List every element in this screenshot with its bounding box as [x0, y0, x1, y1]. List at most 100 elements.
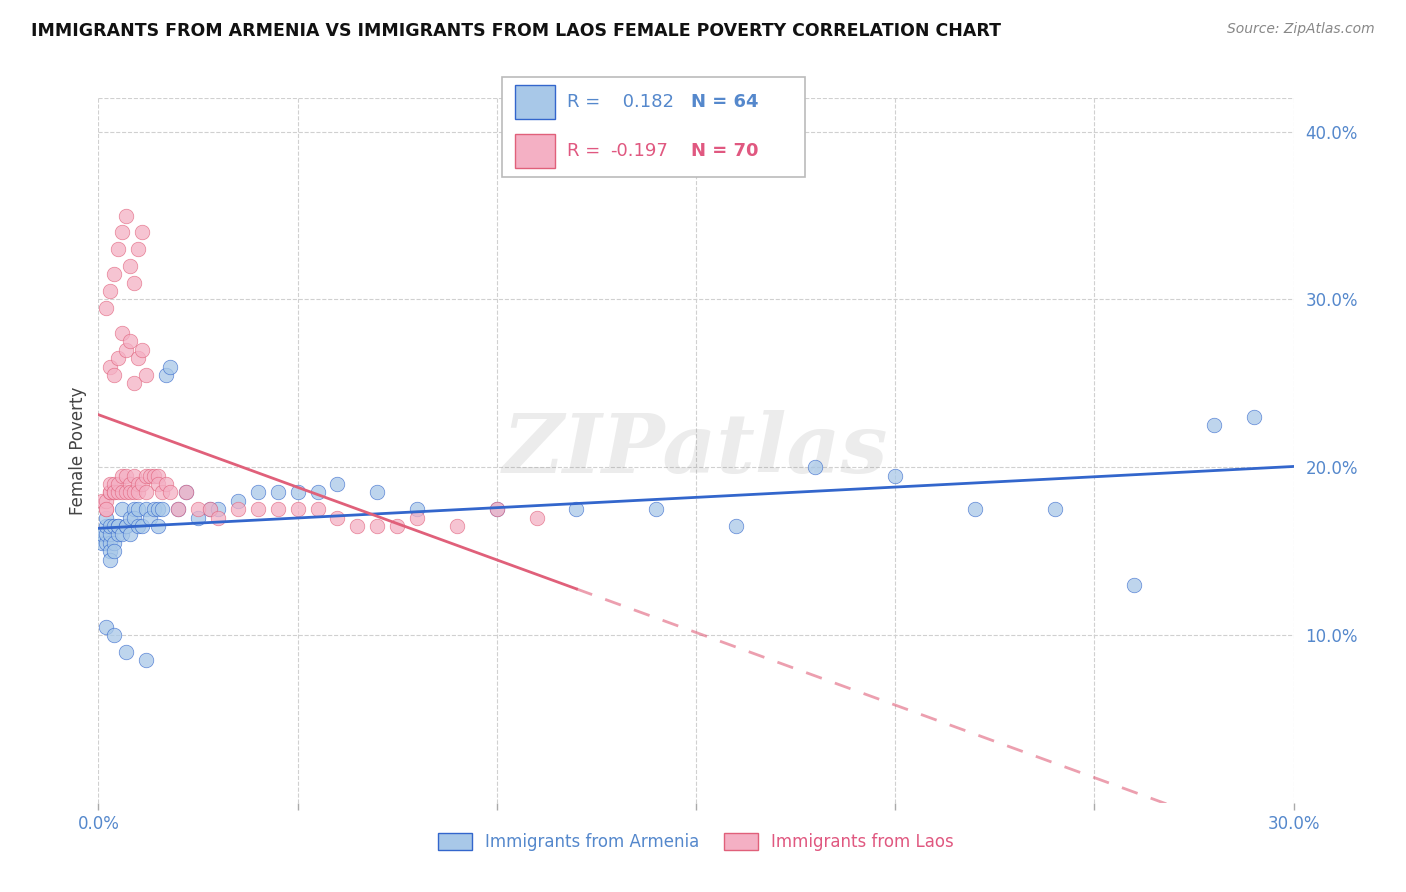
Point: [135, 485, 157, 500]
Point: [96, 527, 118, 541]
Point: [135, 368, 157, 382]
Point: [111, 502, 134, 516]
Point: [135, 653, 157, 667]
Point: [159, 485, 181, 500]
Point: [98, 552, 122, 566]
Point: [124, 376, 146, 391]
Point: [111, 326, 134, 340]
Legend: Immigrants from Armenia, Immigrants from Laos: Immigrants from Armenia, Immigrants from…: [432, 826, 960, 858]
Point: [804, 460, 827, 475]
Point: [120, 510, 142, 524]
Point: [326, 510, 349, 524]
Point: [96, 519, 118, 533]
Point: [406, 510, 429, 524]
Point: [167, 502, 190, 516]
Point: [150, 502, 173, 516]
Point: [406, 502, 429, 516]
Point: [103, 519, 125, 533]
Point: [207, 502, 229, 516]
Point: [98, 477, 122, 491]
Point: [127, 242, 149, 256]
Point: [143, 468, 166, 483]
Point: [150, 485, 173, 500]
Point: [115, 519, 138, 533]
Point: [115, 343, 138, 357]
Point: [96, 301, 118, 315]
Point: [148, 477, 170, 491]
Point: [226, 502, 249, 516]
Point: [187, 510, 209, 524]
Point: [267, 502, 290, 516]
Point: [167, 502, 190, 516]
Point: [139, 510, 162, 524]
Point: [127, 485, 149, 500]
Y-axis label: Female Poverty: Female Poverty: [69, 386, 87, 515]
Text: IMMIGRANTS FROM ARMENIA VS IMMIGRANTS FROM LAOS FEMALE POVERTY CORRELATION CHART: IMMIGRANTS FROM ARMENIA VS IMMIGRANTS FR…: [31, 22, 1001, 40]
Point: [267, 485, 290, 500]
Point: [120, 527, 142, 541]
Point: [159, 359, 181, 374]
Point: [107, 477, 129, 491]
Point: [103, 544, 125, 558]
Point: [115, 468, 138, 483]
Text: ZIPatlas: ZIPatlas: [503, 410, 889, 491]
Point: [111, 485, 134, 500]
Point: [96, 502, 118, 516]
Point: [115, 209, 138, 223]
Point: [103, 485, 125, 500]
Point: [91, 535, 114, 549]
Point: [111, 527, 134, 541]
Point: [246, 485, 269, 500]
Point: [127, 502, 149, 516]
Text: R =: R =: [567, 93, 606, 111]
Point: [107, 351, 129, 366]
Point: [127, 351, 149, 366]
Point: [187, 502, 209, 516]
Point: [115, 519, 138, 533]
Point: [98, 359, 122, 374]
Point: [148, 468, 170, 483]
Point: [198, 502, 221, 516]
Point: [124, 502, 146, 516]
Point: [346, 519, 368, 533]
Point: [107, 242, 129, 256]
Point: [485, 502, 508, 516]
Point: [174, 485, 197, 500]
Point: [963, 502, 986, 516]
Point: [103, 628, 125, 642]
Point: [120, 477, 142, 491]
Point: [139, 468, 162, 483]
Point: [198, 502, 221, 516]
Point: [96, 502, 118, 516]
Point: [131, 225, 153, 239]
Point: [148, 502, 170, 516]
Text: 0.182: 0.182: [617, 93, 673, 111]
Point: [103, 535, 125, 549]
Point: [124, 485, 146, 500]
Point: [207, 510, 229, 524]
Point: [124, 276, 146, 290]
Point: [143, 502, 166, 516]
Point: [148, 519, 170, 533]
Point: [135, 468, 157, 483]
Point: [111, 468, 134, 483]
Point: [120, 259, 142, 273]
Point: [1123, 577, 1146, 591]
Point: [307, 485, 329, 500]
Point: [91, 493, 114, 508]
Point: [565, 502, 588, 516]
Text: R =: R =: [567, 142, 606, 161]
Point: [326, 477, 349, 491]
Point: [96, 620, 118, 634]
Point: [287, 502, 309, 516]
Point: [103, 368, 125, 382]
Text: N = 64: N = 64: [690, 93, 758, 111]
Point: [366, 485, 388, 500]
Point: [884, 468, 907, 483]
Point: [103, 485, 125, 500]
Point: [98, 284, 122, 298]
Point: [98, 485, 122, 500]
FancyBboxPatch shape: [502, 77, 806, 178]
Text: -0.197: -0.197: [610, 142, 668, 161]
Point: [307, 502, 329, 516]
